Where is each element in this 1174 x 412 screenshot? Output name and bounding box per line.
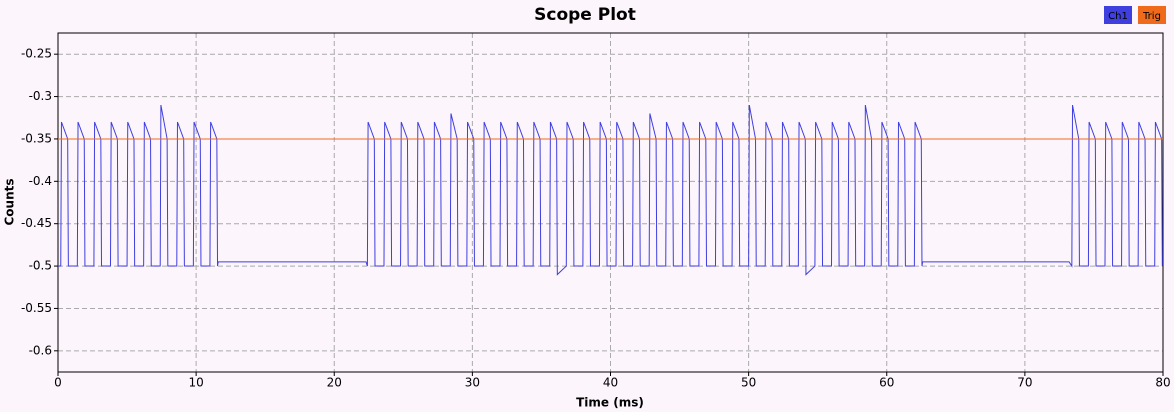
legend-label: Ch1 bbox=[1108, 11, 1128, 22]
x-tick-label: 50 bbox=[741, 376, 756, 390]
plot-frame bbox=[57, 32, 1164, 373]
series-line bbox=[58, 104, 1163, 276]
x-tick-label: 60 bbox=[879, 376, 894, 390]
y-tick-label: -0.45 bbox=[21, 216, 52, 230]
x-tick-label: 40 bbox=[603, 376, 618, 390]
chart-title: Scope Plot bbox=[534, 5, 636, 25]
x-axis-label: Time (ms) bbox=[576, 396, 644, 410]
y-tick-label: -0.3 bbox=[29, 89, 52, 103]
y-tick-label: -0.25 bbox=[21, 47, 52, 61]
y-tick-label: -0.5 bbox=[29, 259, 52, 273]
x-tick-label: 10 bbox=[188, 376, 203, 390]
legend-swatch bbox=[1104, 6, 1132, 24]
x-tick-label: 0 bbox=[54, 376, 62, 390]
y-axis-label: Counts bbox=[3, 178, 17, 225]
x-tick-label: 80 bbox=[1155, 376, 1170, 390]
y-tick-label: -0.6 bbox=[29, 343, 52, 357]
y-tick-label: -0.35 bbox=[21, 131, 52, 145]
legend-swatch bbox=[1138, 6, 1166, 24]
y-tick-label: -0.4 bbox=[29, 174, 52, 188]
x-tick-label: 30 bbox=[465, 376, 480, 390]
x-tick-label: 20 bbox=[327, 376, 342, 390]
x-tick-label: 70 bbox=[1017, 376, 1032, 390]
y-tick-label: -0.55 bbox=[21, 301, 52, 315]
legend-label: Trig bbox=[1142, 11, 1161, 22]
